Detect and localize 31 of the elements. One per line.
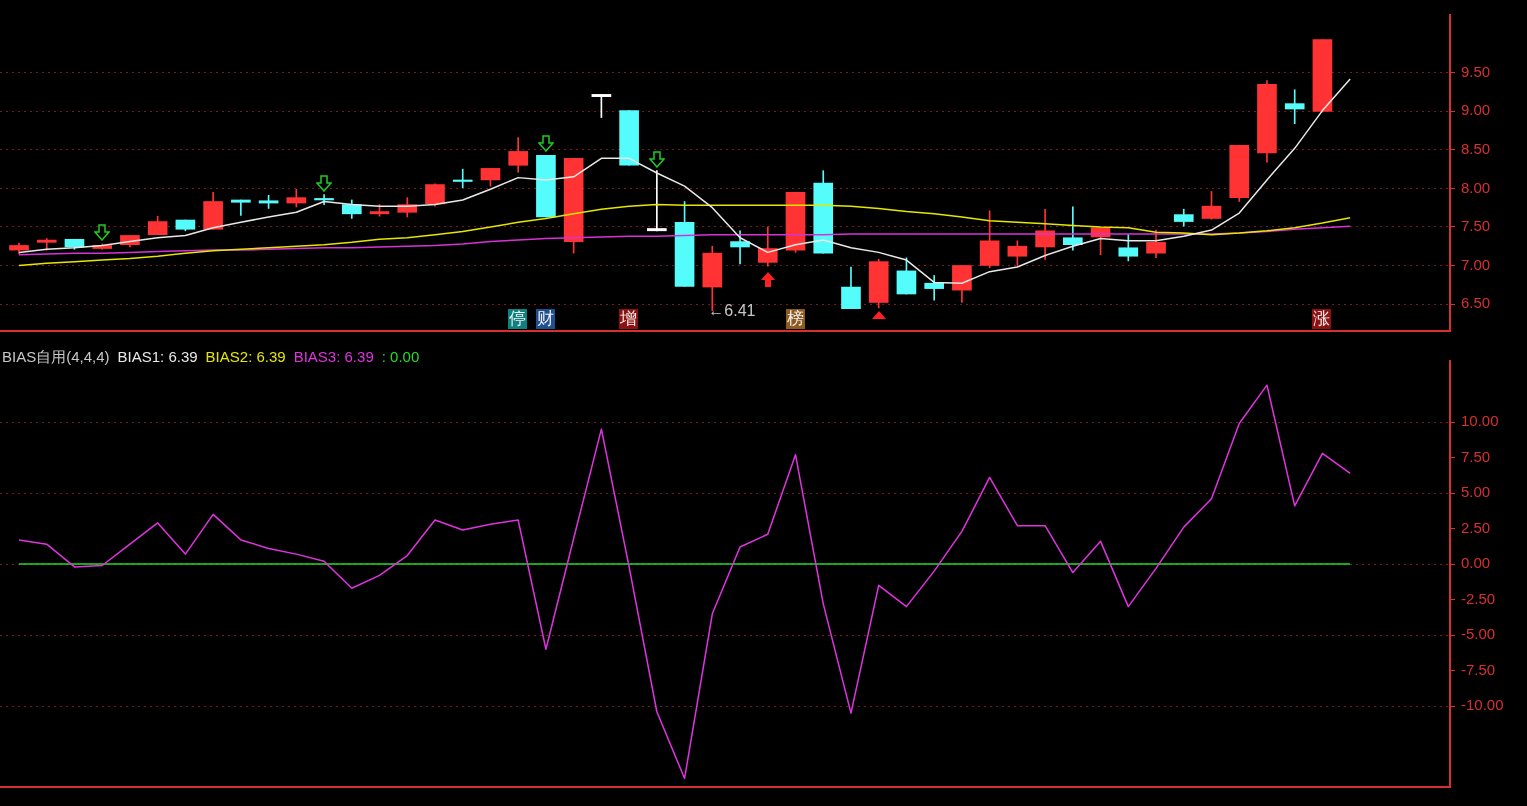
annotation: 榜	[785, 309, 805, 329]
candlestick	[452, 168, 473, 188]
annotation: 增	[619, 309, 639, 329]
y-tick-label: -7.50	[1461, 660, 1496, 678]
y-tick-label: 8.50	[1461, 140, 1491, 158]
y-tick-label: -10.00	[1461, 696, 1504, 714]
annotation: ←6.41	[708, 301, 756, 320]
y-tick-label: 7.50	[1461, 217, 1491, 235]
y-tick-label: 9.00	[1461, 101, 1491, 119]
annotation: 财	[535, 309, 555, 329]
candlestick	[1284, 89, 1305, 124]
y-tick-label: 10.00	[1461, 412, 1499, 430]
candlestick	[647, 170, 667, 232]
y-tick-label: 6.50	[1461, 294, 1491, 312]
annotation: 停	[508, 309, 528, 329]
y-tick-label: -5.00	[1461, 625, 1496, 643]
annotation: 涨	[1312, 309, 1332, 329]
y-tick-label: 7.50	[1461, 447, 1491, 465]
text: : 0.00	[381, 348, 420, 367]
chart-title: BIAS自用(4,4,4)	[2, 348, 110, 367]
text: BIAS3: 6.39	[293, 348, 374, 367]
y-tick-label: 5.00	[1461, 483, 1491, 501]
y-tick-label: 2.50	[1461, 518, 1491, 536]
y-tick-label: 8.00	[1461, 178, 1491, 196]
legend-label: BIAS1: 6.39	[117, 348, 198, 367]
y-tick-label: 9.50	[1461, 62, 1491, 80]
y-tick-label: 0.00	[1461, 554, 1491, 572]
legend-label: BIAS2: 6.39	[205, 348, 286, 367]
y-tick-label: 7.00	[1461, 255, 1491, 273]
y-tick-label: -2.50	[1461, 589, 1496, 607]
candlestick	[231, 199, 251, 216]
